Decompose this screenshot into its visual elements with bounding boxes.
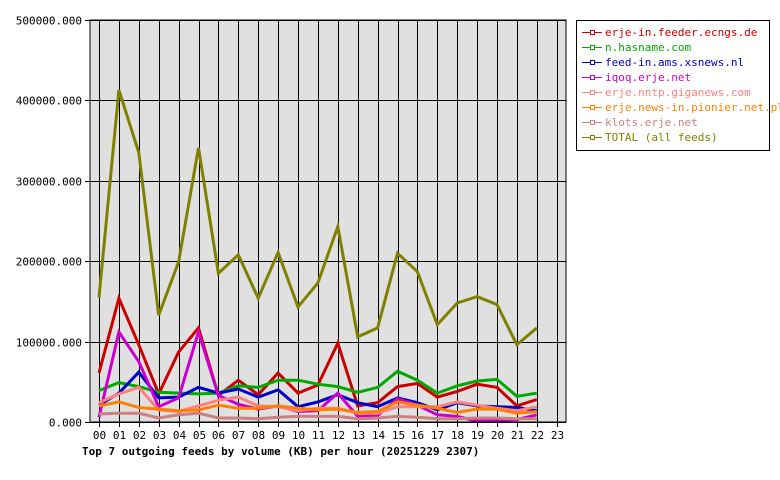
- y-tick-label: 300000.000: [16, 176, 82, 189]
- legend-item: iqoq.erje.net: [577, 70, 769, 85]
- y-tick-label: 0.000: [49, 417, 82, 430]
- x-tick-label: 01: [113, 429, 126, 442]
- x-tick-label: 14: [372, 429, 386, 442]
- x-tick-label: 13: [352, 429, 365, 442]
- legend-item: erje.nntp.giganews.com: [577, 85, 769, 100]
- x-tick-label: 21: [511, 429, 524, 442]
- legend-swatch-icon: [582, 45, 602, 50]
- legend-swatch-icon: [582, 75, 602, 80]
- legend-label: n.hasname.com: [605, 41, 692, 54]
- x-tick-label: 07: [232, 429, 245, 442]
- legend-label: klots.erje.net: [605, 116, 698, 129]
- plot-area: [90, 20, 566, 422]
- x-tick-label: 23: [551, 429, 564, 442]
- legend-item: feed-in.ams.xsnews.nl: [577, 55, 769, 70]
- grid-lines: [90, 20, 566, 427]
- legend-item: klots.erje.net: [577, 115, 769, 130]
- plot-border: [89, 19, 567, 423]
- x-tick-label: 19: [471, 429, 484, 442]
- x-tick-label: 06: [212, 429, 225, 442]
- legend-label: iqoq.erje.net: [605, 71, 692, 84]
- legend-label: feed-in.ams.xsnews.nl: [605, 56, 745, 69]
- legend-label: erje.news-in.pionier.net.pl: [605, 101, 780, 114]
- x-axis: 00 01 02 03 04 05 06 07 08 09 10 11 12 13 14 15 16 17 18 19…: [93, 429, 564, 442]
- legend-item: erje.news-in.pionier.net.pl: [577, 100, 780, 115]
- x-tick-label: 05: [193, 429, 206, 442]
- x-tick-label: 10: [292, 429, 305, 442]
- y-tick-label: 100000.000: [16, 337, 82, 350]
- x-tick-label: 00: [93, 429, 106, 442]
- x-tick-label: 03: [153, 429, 166, 442]
- x-tick-label: 09: [272, 429, 285, 442]
- legend-label: erje-in.feeder.ecngs.de: [605, 26, 758, 39]
- legend-item: n.hasname.com: [577, 40, 769, 55]
- legend: erje-in.feeder.ecngs.de n.hasname.com fe…: [576, 20, 780, 151]
- series-line: [97, 89, 538, 348]
- y-tick-label: 500000.000: [16, 15, 82, 28]
- y-axis: 0.000 100000.000 200000.000 300000.000 40000…: [16, 15, 90, 430]
- chart-title: Top 7 outgoing feeds by volume (KB) per …: [82, 445, 480, 458]
- x-tick-label: 22: [531, 429, 544, 442]
- legend-label: TOTAL (all feeds): [605, 131, 718, 144]
- x-tick-label: 11: [312, 429, 325, 442]
- x-tick-label: 16: [411, 429, 424, 442]
- legend-swatch-icon: [582, 90, 602, 95]
- series-line: [98, 369, 538, 398]
- x-tick-label: 08: [252, 429, 265, 442]
- x-tick-label: 12: [332, 429, 345, 442]
- x-tick-label: 15: [392, 429, 405, 442]
- x-tick-label: 18: [451, 429, 464, 442]
- legend-swatch-icon: [582, 135, 602, 140]
- legend-item: TOTAL (all feeds): [577, 130, 769, 145]
- legend-item: erje-in.feeder.ecngs.de: [577, 25, 769, 40]
- legend-swatch-icon: [582, 120, 602, 125]
- x-tick-label: 17: [431, 429, 444, 442]
- y-tick-label: 400000.000: [16, 95, 82, 108]
- series-line: [98, 411, 537, 421]
- x-tick-label: 20: [491, 429, 504, 442]
- data-series: [97, 89, 538, 423]
- legend-label: erje.nntp.giganews.com: [605, 86, 751, 99]
- legend-swatch-icon: [582, 105, 602, 110]
- series-line: [98, 400, 537, 415]
- x-tick-label: 02: [133, 429, 146, 442]
- legend-swatch-icon: [582, 60, 602, 65]
- y-tick-label: 200000.000: [16, 256, 82, 269]
- x-tick-label: 04: [173, 429, 187, 442]
- legend-swatch-icon: [582, 30, 602, 35]
